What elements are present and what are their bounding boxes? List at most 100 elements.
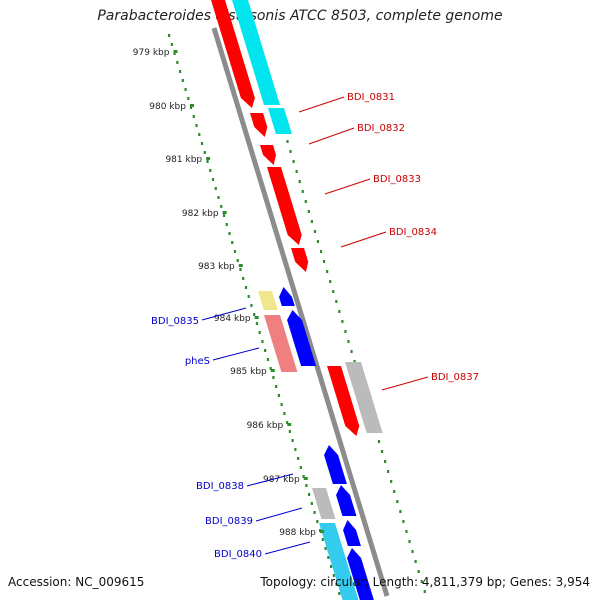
ruler-dot (231, 241, 234, 244)
ruler-dot (329, 565, 333, 568)
ruler-dot (217, 196, 220, 199)
ruler-tick-label: 981 kbp (165, 155, 202, 165)
gene-labels: BDI_0831 BDI_0832 BDI_0833 BDI_0834 BDI_0837… (151, 92, 479, 560)
ruler-dot (228, 232, 231, 235)
track-dot (338, 310, 341, 313)
ruler-dot (239, 268, 242, 271)
track-dot (411, 550, 414, 553)
track-dot (341, 320, 344, 323)
track-dot (405, 530, 408, 533)
ruler-dot (222, 214, 226, 217)
ruler-dot (258, 331, 261, 334)
track-dot (307, 210, 310, 213)
track-dot (335, 300, 338, 303)
ruler-dot (302, 475, 305, 478)
label-leader-line (201, 307, 247, 321)
ruler-tick (189, 104, 194, 107)
track-dot (301, 190, 304, 193)
ruler-dot (264, 349, 267, 352)
ruler-dot (187, 97, 190, 100)
ruler-dot (294, 448, 297, 451)
ruler-dot (335, 583, 338, 586)
ruler-dot (200, 142, 204, 145)
label-leader-line (324, 178, 371, 195)
ruler-tick-label: 982 kbp (182, 209, 219, 219)
gene-bdi-0833 (267, 167, 302, 245)
track-dot (350, 350, 353, 353)
genome-title: Parabacteroides distasonis ATCC 8503, co… (97, 8, 503, 24)
track-dot (344, 330, 347, 333)
ruler-tick-label: 984 kbp (214, 314, 251, 324)
track-dot (423, 590, 426, 593)
ruler-dot (266, 358, 270, 361)
ruler-dot (288, 430, 291, 433)
ruler-dot (168, 34, 171, 37)
ruler-tick (270, 369, 275, 372)
track-dot (289, 150, 292, 153)
gene-label-left: BDI_0839 (205, 516, 253, 527)
gene-label-right: BDI_0832 (357, 123, 405, 134)
track-dot (399, 510, 402, 513)
ruler-tick (238, 264, 243, 267)
ruler-dot (305, 484, 308, 487)
gene-label-right: BDI_0834 (389, 227, 437, 238)
track-dot (414, 560, 417, 563)
ruler-dot (178, 70, 182, 73)
track-dot (326, 270, 329, 273)
track-dot (377, 440, 381, 443)
ruler-dot (206, 160, 209, 163)
ruler-dot (173, 52, 176, 55)
ruler-dot (272, 376, 275, 379)
ruler-dot (192, 115, 195, 118)
ruler-tick-label: 987 kbp (263, 475, 300, 485)
gene-phes (287, 310, 317, 366)
track-dot (295, 170, 298, 173)
track-dot (313, 230, 317, 233)
track-dot (319, 250, 323, 253)
ruler-dot (209, 169, 212, 172)
ruler-tick (254, 316, 259, 319)
track-dot (408, 540, 411, 543)
ruler-dot (250, 304, 253, 307)
ruler-dot (261, 340, 264, 343)
ruler-dot (236, 259, 239, 262)
ruler-tick-label: 985 kbp (230, 367, 267, 377)
ruler-tick-label: 988 kbp (279, 528, 316, 538)
track-dot (380, 450, 384, 453)
ruler-dot (275, 385, 278, 388)
gene-bdi-0831 (211, 0, 255, 108)
ruler-dot (203, 151, 206, 154)
ruler-dot (244, 286, 248, 289)
track-dot (396, 500, 399, 503)
ruler-dot (338, 592, 341, 595)
label-leader-line (246, 473, 294, 487)
ruler-tick-labels: 979 kbp 980 kbp 981 kbp 982 kbp 983 kbp 984 k… (133, 48, 324, 538)
ruler-dot (176, 61, 179, 64)
gene-cyan-upper-b (268, 108, 292, 134)
track-dot (420, 580, 423, 583)
ruler-dot (286, 421, 289, 424)
track-dot (387, 470, 390, 473)
gene-bdi-0835-pale (258, 291, 278, 310)
track-dot (417, 570, 420, 573)
gene-label-left: BDI_0840 (214, 549, 262, 560)
ruler-dot (242, 277, 245, 280)
gene-cyan-upper (232, 0, 281, 105)
track-dot (390, 480, 393, 483)
ruler-dot (321, 538, 324, 541)
genome-backbone (211, 27, 390, 597)
ruler-tick (319, 530, 324, 533)
ruler-dot (181, 79, 184, 82)
track-dot (292, 160, 295, 163)
gene-bdi-0838 (324, 445, 347, 484)
gene-label-right: BDI_0831 (347, 92, 395, 103)
ruler-tick (287, 423, 292, 426)
ruler-dot (310, 502, 313, 505)
ruler-dot (291, 439, 294, 442)
ruler-tick (303, 477, 308, 480)
track-dot (286, 140, 289, 143)
ruler-dot (280, 403, 283, 406)
track-dot (310, 220, 313, 223)
gene-bdi-0837 (327, 366, 360, 436)
